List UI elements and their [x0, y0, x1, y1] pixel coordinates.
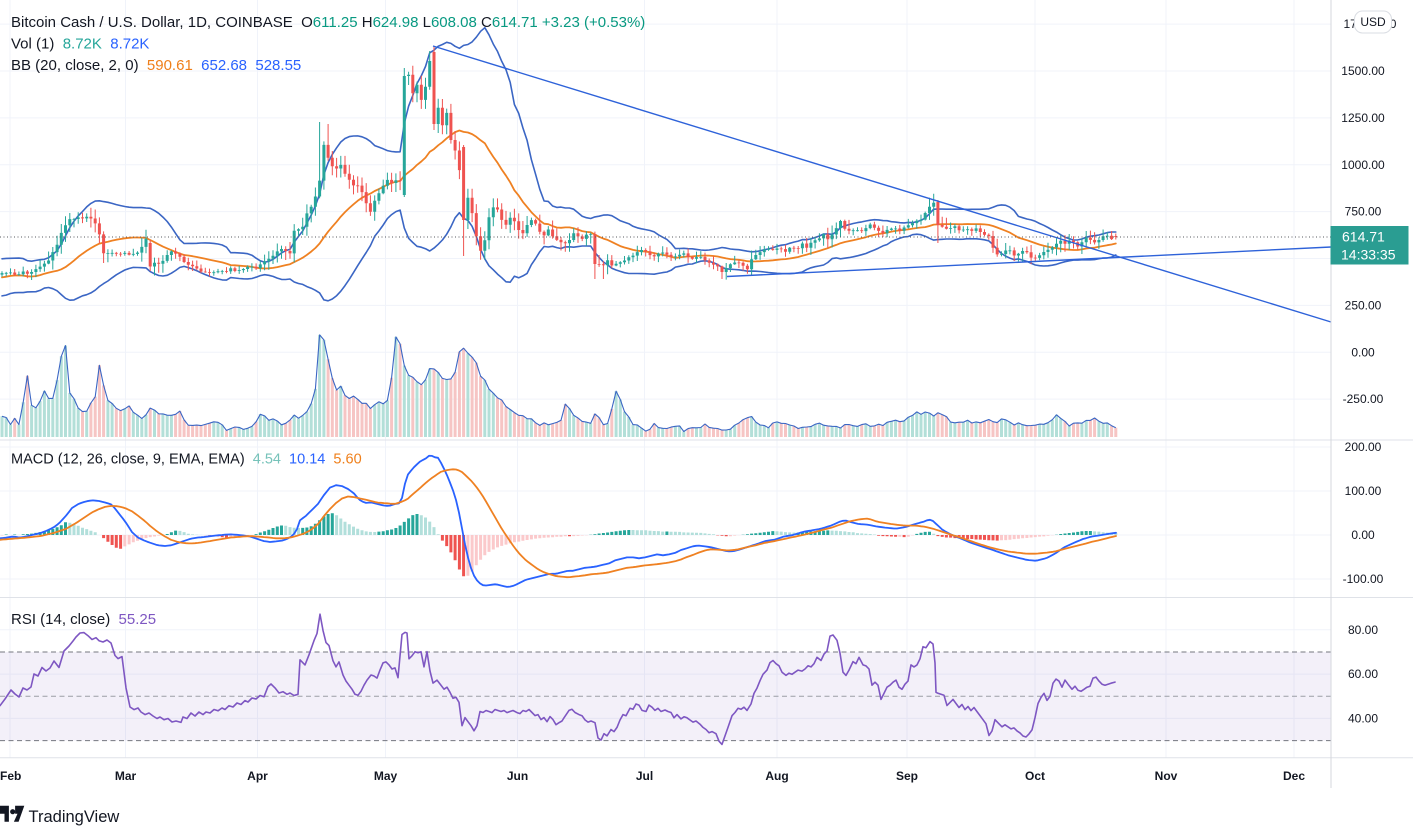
svg-text:Vol (1) 8.72K 8.72K: Vol (1) 8.72K 8.72K — [11, 36, 149, 53]
svg-text:200.00: 200.00 — [1345, 440, 1382, 454]
svg-text:Oct: Oct — [1025, 769, 1045, 783]
svg-text:0.00: 0.00 — [1351, 528, 1375, 542]
svg-text:USD: USD — [1360, 15, 1386, 29]
svg-text:1000.00: 1000.00 — [1341, 158, 1385, 172]
svg-text:14:33:35: 14:33:35 — [1341, 247, 1396, 263]
svg-text:RSI (14, close) 55.25: RSI (14, close) 55.25 — [11, 611, 156, 628]
svg-text:40.00: 40.00 — [1348, 711, 1378, 725]
svg-text:BB (20, close, 2, 0) 590.61: BB (20, close, 2, 0) 590.61 652.68 528.5… — [11, 57, 301, 74]
svg-text:0: 0 — [1390, 17, 1397, 31]
svg-text:TradingView: TradingView — [29, 808, 120, 826]
svg-text:0.00: 0.00 — [1351, 345, 1375, 359]
svg-text:May: May — [374, 769, 398, 783]
svg-text:60.00: 60.00 — [1348, 667, 1378, 681]
svg-text:Mar: Mar — [115, 769, 137, 783]
svg-text:MACD (12, 26, close, 9, EMA, E: MACD (12, 26, close, 9, EMA, EMA) 4.54 1… — [11, 452, 362, 468]
svg-text:Jul: Jul — [636, 769, 653, 783]
svg-text:750.00: 750.00 — [1345, 205, 1382, 219]
svg-text:-100.00: -100.00 — [1343, 572, 1384, 586]
svg-text:250.00: 250.00 — [1345, 298, 1382, 312]
svg-text:Nov: Nov — [1155, 769, 1178, 783]
svg-text:614.71: 614.71 — [1342, 229, 1385, 245]
svg-text:100.00: 100.00 — [1345, 484, 1382, 498]
svg-text:Sep: Sep — [896, 769, 918, 783]
svg-text:Bitcoin Cash / U.S. Dollar, 1D: Bitcoin Cash / U.S. Dollar, 1D, COINBASE… — [11, 14, 645, 31]
svg-text:80.00: 80.00 — [1348, 623, 1378, 637]
svg-text:Jun: Jun — [507, 769, 528, 783]
svg-text:1500.00: 1500.00 — [1341, 64, 1385, 78]
svg-text:-250.00: -250.00 — [1343, 392, 1384, 406]
svg-text:Aug: Aug — [765, 769, 788, 783]
svg-text:Apr: Apr — [247, 769, 268, 783]
svg-text:17: 17 — [1344, 17, 1358, 31]
svg-text:Dec: Dec — [1283, 769, 1305, 783]
svg-text:1250.00: 1250.00 — [1341, 111, 1385, 125]
svg-text:Feb: Feb — [0, 769, 21, 783]
